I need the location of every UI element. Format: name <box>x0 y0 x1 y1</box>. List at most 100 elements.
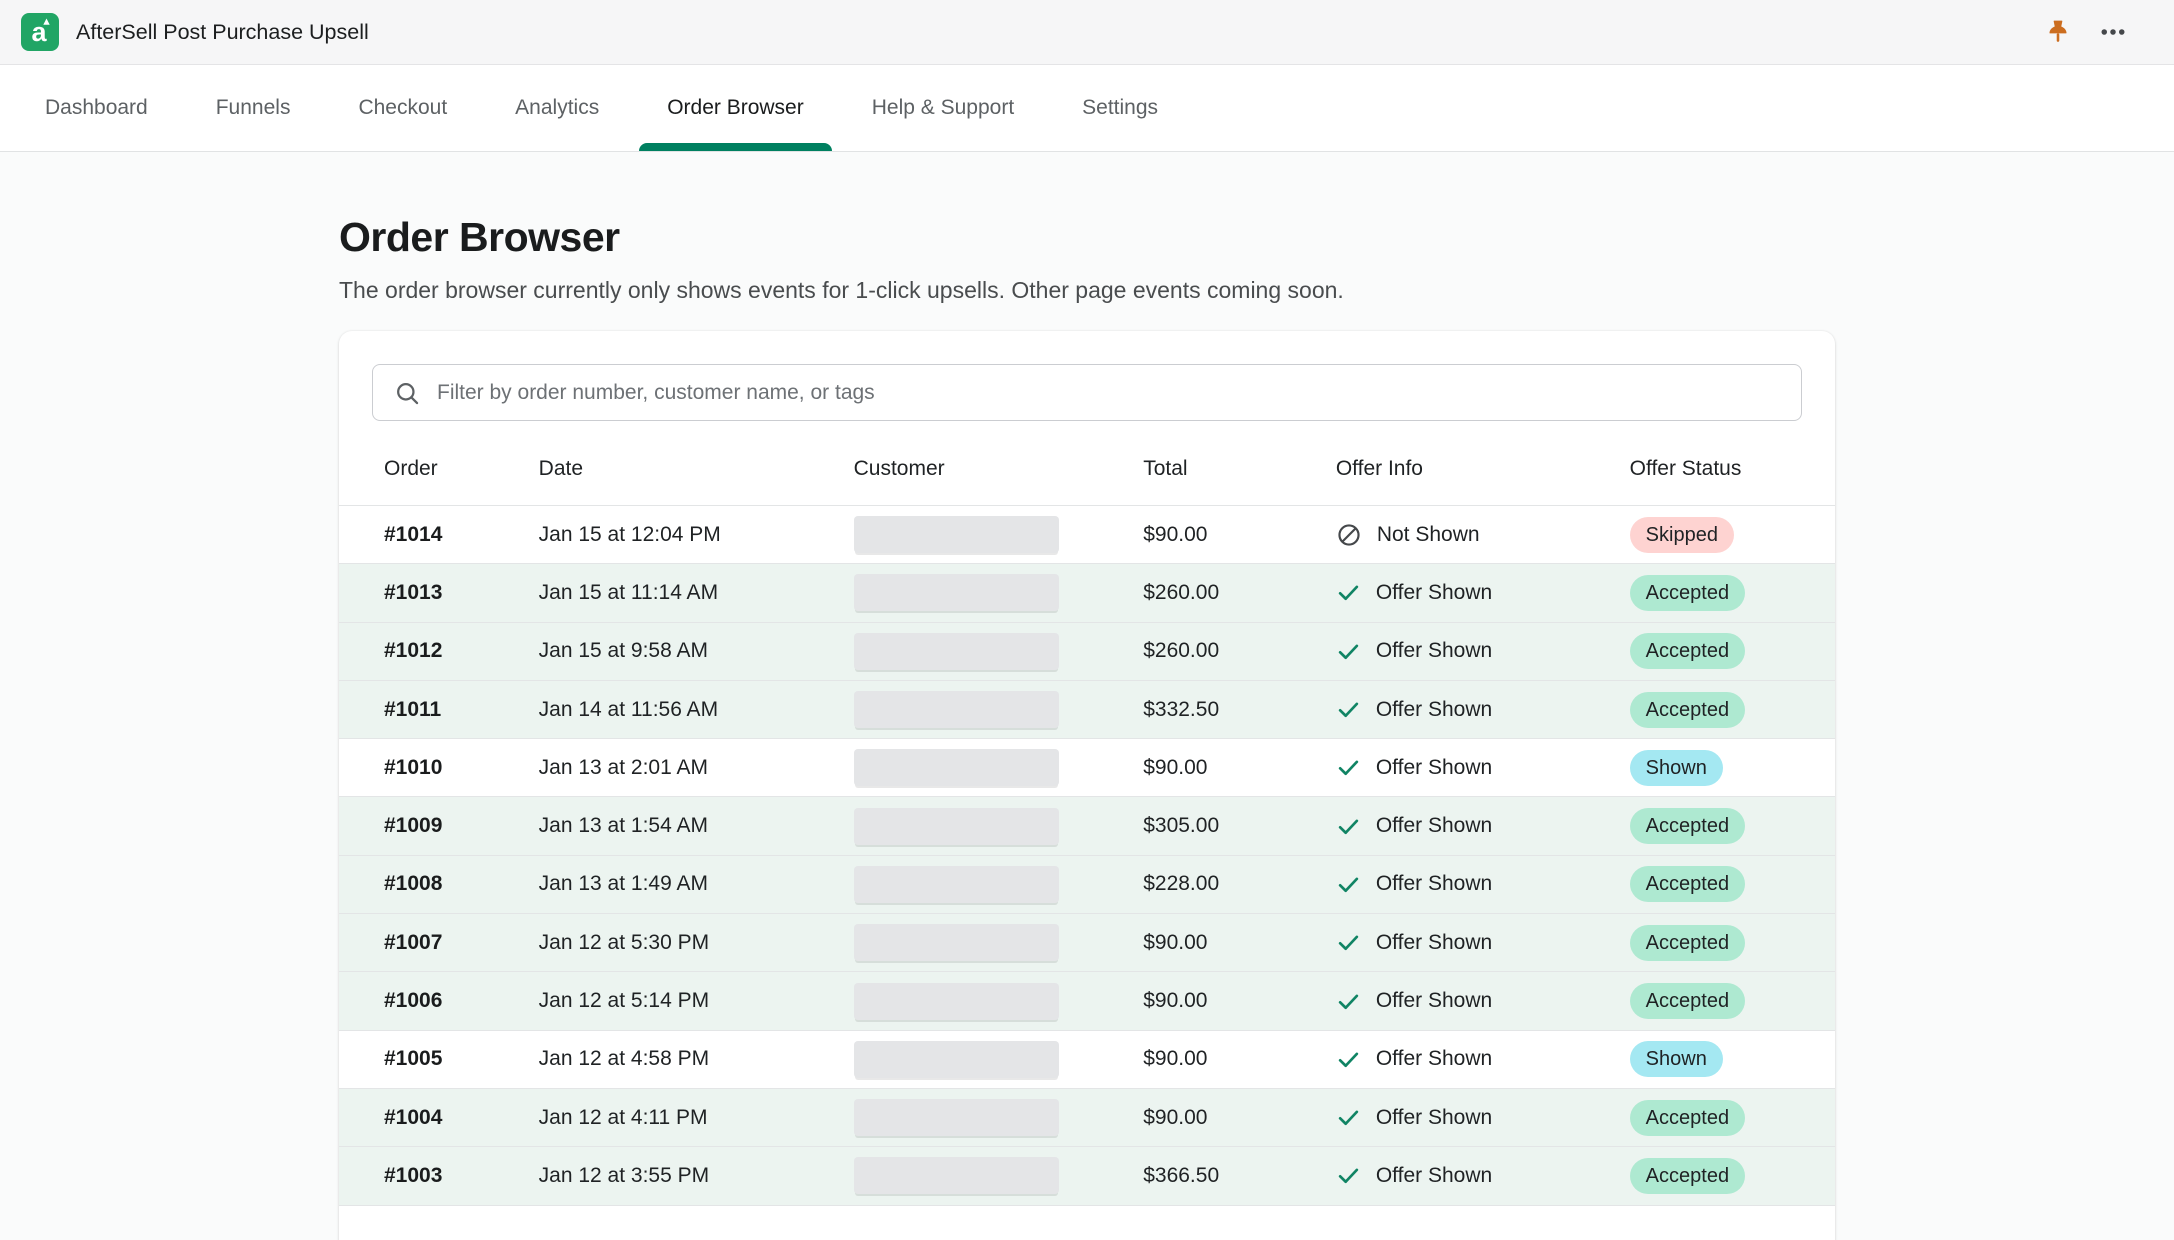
customer-cell <box>853 1099 1144 1137</box>
order-date: Jan 13 at 1:49 AM <box>538 872 708 896</box>
table-row[interactable]: #1010 Jan 13 at 2:01 AM $90.00 Offer Sho… <box>339 738 1835 797</box>
tab-order-browser[interactable]: Order Browser <box>639 65 832 151</box>
order-number: #1009 <box>384 814 443 838</box>
order-total: $90.00 <box>1143 930 1208 954</box>
offer-status-cell: Accepted <box>1629 866 1790 903</box>
offer-info-cell: Offer Shown <box>1336 1163 1630 1188</box>
offer-status-cell: Shown <box>1629 749 1790 786</box>
offer-info-label: Offer Shown <box>1375 755 1493 779</box>
order-date: Jan 15 at 11:14 AM <box>538 580 719 604</box>
offer-info-label: Offer Shown <box>1375 989 1493 1013</box>
order-date: Jan 15 at 9:58 AM <box>538 639 708 663</box>
status-badge: Accepted <box>1629 924 1746 961</box>
table-row[interactable]: #1011 Jan 14 at 11:56 AM $332.50 Offer S… <box>339 679 1835 739</box>
customer-placeholder <box>853 632 1059 670</box>
status-badge: Shown <box>1629 1041 1723 1078</box>
customer-cell <box>853 1157 1144 1195</box>
offer-status-cell: Accepted <box>1629 633 1790 670</box>
order-total: $90.00 <box>1143 1047 1208 1071</box>
offer-info-label: Offer Shown <box>1375 580 1493 604</box>
offer-status-cell: Accepted <box>1629 808 1790 845</box>
tab-checkout[interactable]: Checkout <box>356 65 449 151</box>
column-header: Order <box>384 457 438 480</box>
tab-settings[interactable]: Settings <box>1080 65 1160 151</box>
order-total: $228.00 <box>1143 872 1220 896</box>
offer-info-label: Offer Shown <box>1375 930 1493 954</box>
order-number: #1013 <box>384 580 443 604</box>
offer-info-label: Offer Shown <box>1375 639 1493 663</box>
more-icon[interactable] <box>2092 11 2134 53</box>
table-row[interactable]: #1009 Jan 13 at 1:54 AM $305.00 Offer Sh… <box>339 796 1835 855</box>
table-row[interactable]: #1014 Jan 15 at 12:04 PM $90.00 Not Show… <box>339 505 1835 564</box>
tab-help-support[interactable]: Help & Support <box>870 65 1016 151</box>
tab-analytics[interactable]: Analytics <box>513 65 601 151</box>
order-total: $90.00 <box>1143 755 1208 779</box>
customer-placeholder <box>853 982 1059 1020</box>
order-number: #1008 <box>384 872 443 896</box>
customer-cell <box>853 807 1144 845</box>
table-row[interactable]: #1006 Jan 12 at 5:14 PM $90.00 Offer Sho… <box>339 971 1835 1030</box>
offer-status-cell: Accepted <box>1629 1157 1790 1194</box>
offer-status-cell: Accepted <box>1629 574 1790 611</box>
status-badge: Accepted <box>1629 866 1746 903</box>
offer-info-cell: Not Shown <box>1336 522 1630 548</box>
table-row[interactable]: #1007 Jan 12 at 5:30 PM $90.00 Offer Sho… <box>339 913 1835 972</box>
table-row[interactable]: #1004 Jan 12 at 4:11 PM $90.00 Offer Sho… <box>339 1087 1835 1147</box>
offer-info-cell: Offer Shown <box>1336 580 1630 605</box>
offer-info-label: Not Shown <box>1376 522 1480 546</box>
order-number: #1006 <box>384 989 443 1013</box>
offer-info-label: Offer Shown <box>1375 697 1493 721</box>
order-total: $260.00 <box>1143 580 1220 604</box>
table-row[interactable]: #1005 Jan 12 at 4:58 PM $90.00 Offer Sho… <box>339 1029 1835 1088</box>
table-row[interactable]: #1012 Jan 15 at 9:58 AM $260.00 Offer Sh… <box>339 621 1835 680</box>
page-subtitle: The order browser currently only shows e… <box>339 277 1344 303</box>
offer-info-cell: Offer Shown <box>1336 814 1630 839</box>
customer-cell <box>853 749 1144 787</box>
order-date: Jan 15 at 12:04 PM <box>538 522 721 546</box>
search-input[interactable] <box>372 364 1802 421</box>
offer-status-cell: Shown <box>1629 1041 1790 1078</box>
check-icon <box>1338 760 1359 776</box>
order-total: $366.50 <box>1143 1163 1220 1187</box>
check-icon <box>1338 935 1359 951</box>
pin-icon[interactable] <box>2038 12 2078 52</box>
app-logo: a <box>21 13 59 51</box>
order-total: $90.00 <box>1143 1105 1208 1129</box>
order-total: $90.00 <box>1143 989 1208 1013</box>
offer-info-label: Offer Shown <box>1375 872 1493 896</box>
tab-label: Checkout <box>358 96 448 119</box>
check-icon <box>1338 994 1359 1009</box>
check-icon <box>1338 702 1359 718</box>
order-number: #1005 <box>384 1047 443 1071</box>
page-title: Order Browser <box>339 214 620 260</box>
customer-placeholder <box>853 1099 1059 1137</box>
table-header: Order Date Customer Total Offer Info Offer St… <box>339 457 1835 505</box>
status-badge: Accepted <box>1629 691 1746 728</box>
order-date: Jan 12 at 4:58 PM <box>538 1047 710 1071</box>
customer-placeholder <box>853 1040 1059 1078</box>
status-badge: Accepted <box>1629 808 1746 845</box>
table-row[interactable]: #1013 Jan 15 at 11:14 AM $260.00 Offer S… <box>339 563 1835 622</box>
order-number: #1011 <box>384 697 442 721</box>
tab-label: Order Browser <box>667 96 804 119</box>
customer-cell <box>853 691 1144 729</box>
customer-placeholder <box>853 516 1059 554</box>
table-row[interactable]: #1003 Jan 12 at 3:55 PM $366.50 Offer Sh… <box>339 1146 1835 1205</box>
tab-funnels[interactable]: Funnels <box>214 65 293 151</box>
order-number: #1012 <box>384 639 443 663</box>
offer-info-cell: Offer Shown <box>1336 872 1630 897</box>
offer-info-label: Offer Shown <box>1375 1105 1493 1129</box>
table-body: #1014 Jan 15 at 12:04 PM $90.00 Not Show… <box>339 505 1835 1206</box>
order-date: Jan 12 at 3:55 PM <box>538 1163 710 1187</box>
app-title: AfterSell Post Purchase Upsell <box>76 19 369 44</box>
order-number: #1007 <box>384 930 443 954</box>
table-row[interactable]: #1008 Jan 13 at 1:49 AM $228.00 Offer Sh… <box>339 854 1835 914</box>
check-icon <box>1338 644 1359 659</box>
page-content: Order Browser The order browser currentl… <box>339 214 1835 1240</box>
tab-dashboard[interactable]: Dashboard <box>43 65 150 151</box>
order-browser-card: Order Date Customer Total Offer Info Offer St… <box>339 331 1835 1240</box>
customer-placeholder <box>853 691 1059 729</box>
status-badge: Accepted <box>1629 574 1746 611</box>
customer-cell <box>853 865 1144 903</box>
offer-status-cell: Accepted <box>1629 691 1790 728</box>
